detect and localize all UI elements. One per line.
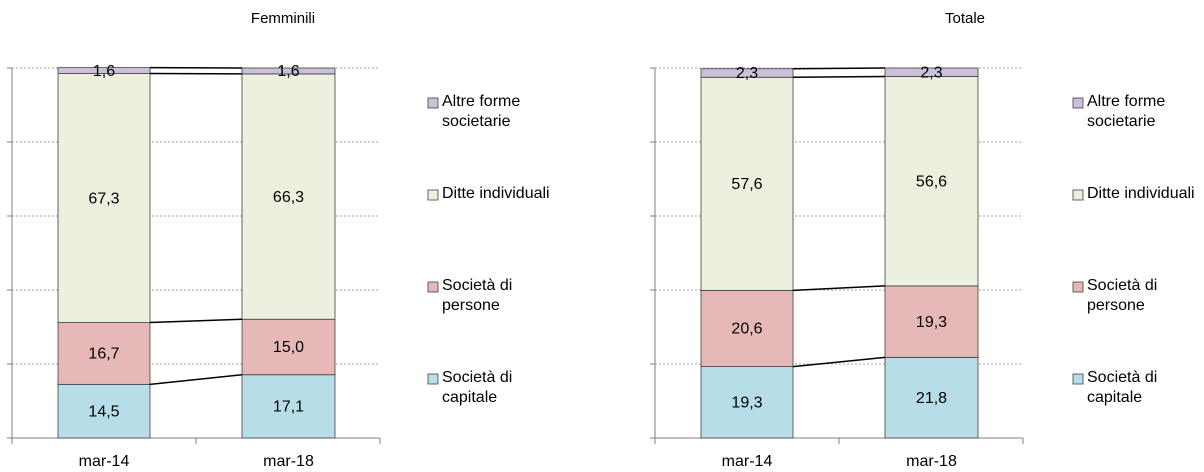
data-label: 14,5 [88,403,119,420]
legend-swatch [1072,373,1084,385]
legend-label: Società di persone [442,277,513,314]
legend-swatch [1072,281,1084,293]
bar-segment [884,76,979,287]
legend-entry: Ditte individuali [442,185,550,202]
legend-label: Società di capitale [442,369,513,406]
connector [792,285,886,292]
bar-segment [700,68,794,78]
x-tick-label: mar-18 [263,453,314,470]
legend-label: Ditte individuali [1087,185,1195,202]
bar-segment [241,67,336,75]
data-label: 2,3 [736,65,758,82]
bar-segment [57,322,151,385]
bar-segment [57,67,151,74]
bar-segment [700,76,794,291]
bar-segment [700,366,794,439]
connector [792,356,886,368]
data-label: 67,3 [88,190,119,207]
data-label: 20,6 [731,321,762,338]
legend-entry: Ditte individuali [1087,185,1195,202]
data-label: 57,6 [731,176,762,193]
data-label: 16,7 [88,346,119,363]
data-label: 15,0 [273,339,304,356]
legend-label: Società di capitale [1087,369,1158,406]
data-label: 66,3 [273,189,304,206]
bar-segment [241,318,336,376]
legend-entry: Società di capitale [1087,369,1158,406]
bar-segment [884,285,979,358]
chart-title: Totale [945,10,985,27]
x-tick-label: mar-14 [722,453,773,470]
legend-entry: Società di capitale [442,369,513,406]
x-tick-label: mar-14 [79,453,130,470]
legend-entry: Società di persone [1087,277,1158,314]
bar-segment [57,383,151,439]
legend-swatch [427,281,439,293]
bar-segment [241,374,336,439]
data-label: 19,3 [731,395,762,412]
data-label: 56,6 [916,173,947,190]
legend-entry: Altre forme societarie [442,93,521,130]
legend-label: Altre forme societarie [442,93,521,130]
legend-label: Ditte individuali [442,185,550,202]
bar-segment [884,67,979,77]
bar-segment [57,73,151,323]
data-label: 21,8 [916,390,947,407]
connector [149,318,243,324]
legend-entry: Società di persone [442,277,513,314]
chart-title: Femminili [251,10,315,27]
bar-segment [241,73,336,320]
data-label: 17,1 [273,399,304,416]
data-label: 2,3 [920,64,942,81]
connector [149,373,243,386]
legend-swatch [427,97,439,109]
bar-segment [700,289,794,367]
x-tick-label: mar-18 [906,453,957,470]
data-label: 1,6 [93,63,115,80]
legend-swatch [427,373,439,385]
data-label: 1,6 [277,63,299,80]
legend-swatch [1072,97,1084,109]
connector [792,67,886,70]
legend-swatch [427,189,439,201]
legend-entry: Altre forme societarie [1087,93,1166,130]
legend-label: Società di persone [1087,277,1158,314]
bar-segment [884,356,979,439]
legend-label: Altre forme societarie [1087,93,1166,130]
legend-swatch [1072,189,1084,201]
data-label: 19,3 [916,314,947,331]
connector [792,75,886,78]
